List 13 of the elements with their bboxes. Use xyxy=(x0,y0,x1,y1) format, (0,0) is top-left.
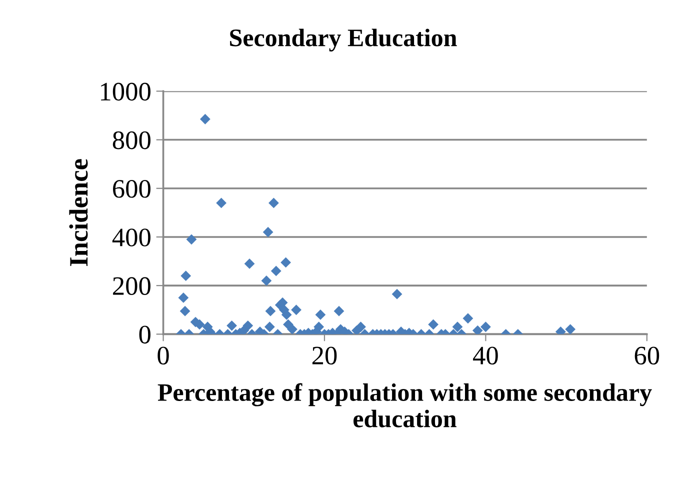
y-tick-label: 800 xyxy=(112,131,150,150)
y-axis-title: Incidence xyxy=(69,159,88,266)
chart-title: Secondary Education xyxy=(230,28,457,52)
x-tick-label: 0 xyxy=(158,346,169,365)
x-tick-label: 20 xyxy=(312,346,337,365)
y-tick-label: 400 xyxy=(112,228,150,246)
y-tick-label: 600 xyxy=(113,180,150,198)
x-tick-label: 40 xyxy=(473,346,498,365)
y-tick-label: 200 xyxy=(113,277,150,295)
x-tick-label: 60 xyxy=(634,346,660,365)
y-tick-label: 0 xyxy=(139,326,150,344)
y-tick-label: 1000 xyxy=(101,82,150,101)
x-axis-title: Percentage of population with some secondary education xyxy=(158,383,652,428)
